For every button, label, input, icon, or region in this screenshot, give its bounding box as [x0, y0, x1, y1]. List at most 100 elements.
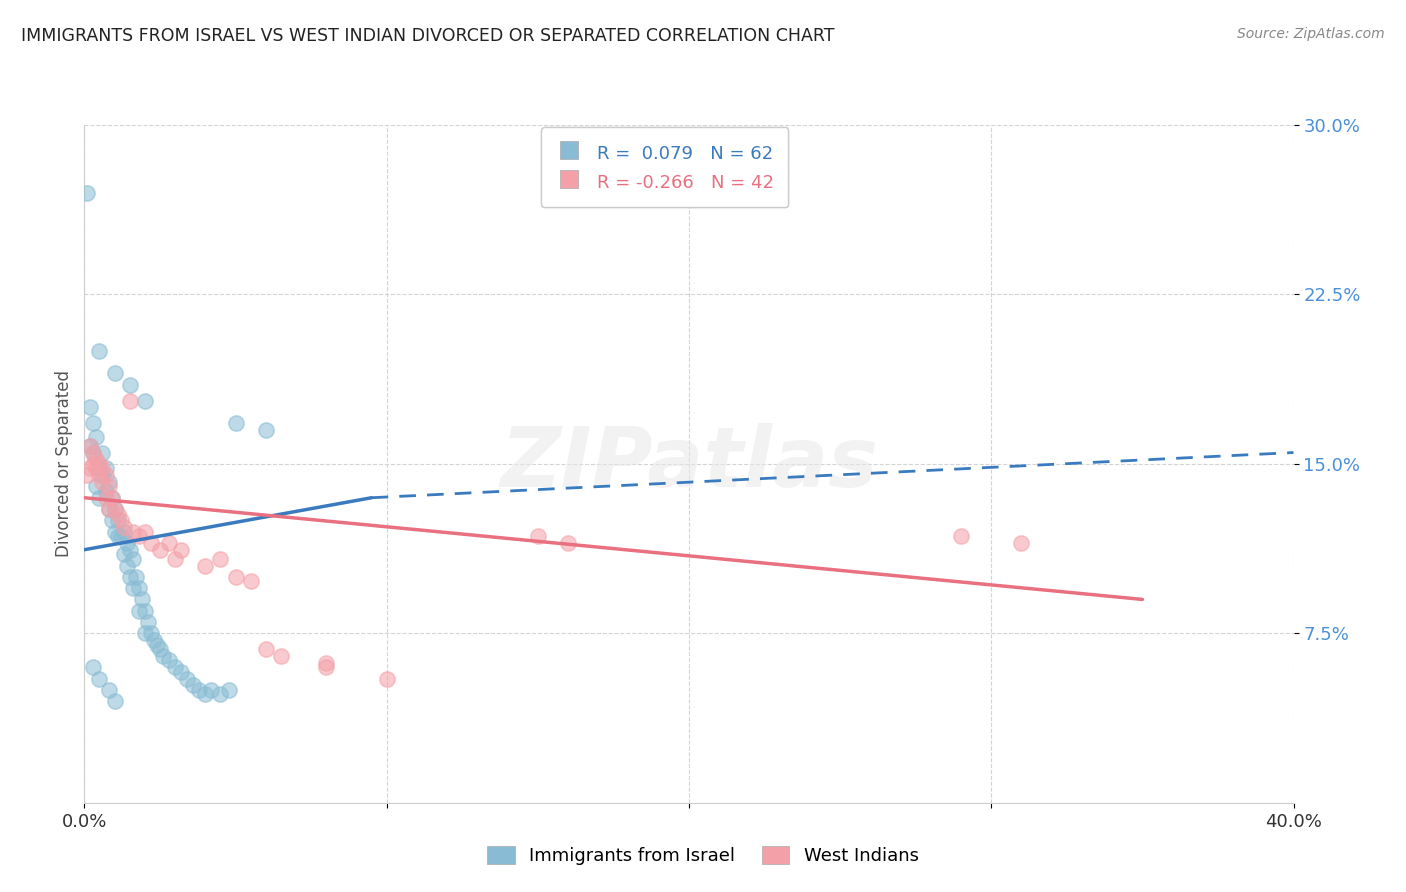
- Point: [170, 542, 193, 557]
- Point: [107, 507, 129, 521]
- Point: [315, 656, 337, 670]
- Point: [89, 672, 111, 686]
- Point: [194, 687, 217, 701]
- Point: [104, 502, 127, 516]
- Legend: R =  0.079   N = 62, R = -0.266   N = 42: R = 0.079 N = 62, R = -0.266 N = 42: [541, 128, 789, 207]
- Point: [218, 682, 240, 697]
- Point: [142, 633, 165, 648]
- Point: [200, 682, 222, 697]
- Point: [118, 393, 141, 408]
- Point: [82, 445, 104, 459]
- Point: [149, 542, 172, 557]
- Point: [209, 687, 232, 701]
- Point: [254, 642, 277, 657]
- Point: [139, 626, 162, 640]
- Point: [94, 461, 117, 475]
- Point: [188, 682, 211, 697]
- Point: [950, 529, 973, 543]
- Point: [86, 461, 108, 475]
- Point: [194, 558, 217, 573]
- Point: [149, 642, 172, 657]
- Point: [97, 479, 120, 493]
- Point: [104, 367, 127, 381]
- Point: [76, 468, 98, 483]
- Point: [170, 665, 193, 679]
- Point: [86, 479, 108, 493]
- Point: [157, 653, 180, 667]
- Point: [134, 393, 156, 408]
- Point: [163, 660, 186, 674]
- Point: [107, 529, 129, 543]
- Point: [91, 461, 114, 475]
- Point: [104, 524, 127, 539]
- Point: [82, 660, 104, 674]
- Point: [139, 536, 162, 550]
- Point: [91, 475, 114, 489]
- Point: [91, 445, 114, 459]
- Point: [152, 648, 174, 663]
- Point: [94, 491, 117, 505]
- Point: [86, 430, 108, 444]
- Point: [128, 604, 150, 618]
- Point: [115, 558, 138, 573]
- Text: IMMIGRANTS FROM ISRAEL VS WEST INDIAN DIVORCED OR SEPARATED CORRELATION CHART: IMMIGRANTS FROM ISRAEL VS WEST INDIAN DI…: [21, 27, 835, 45]
- Point: [118, 570, 141, 584]
- Point: [100, 491, 122, 505]
- Point: [225, 416, 247, 430]
- Point: [82, 445, 104, 459]
- Point: [115, 536, 138, 550]
- Point: [112, 524, 135, 539]
- Point: [157, 536, 180, 550]
- Point: [163, 551, 186, 566]
- Point: [112, 547, 135, 561]
- Point: [146, 638, 169, 652]
- Point: [97, 682, 120, 697]
- Point: [375, 672, 398, 686]
- Point: [181, 678, 204, 692]
- Point: [121, 551, 143, 566]
- Point: [89, 457, 111, 471]
- Point: [225, 570, 247, 584]
- Point: [100, 513, 122, 527]
- Text: ZIPatlas: ZIPatlas: [501, 424, 877, 504]
- Point: [176, 672, 198, 686]
- Point: [128, 529, 150, 543]
- Point: [209, 551, 232, 566]
- Point: [100, 491, 122, 505]
- Point: [125, 570, 148, 584]
- Point: [121, 581, 143, 595]
- Point: [79, 439, 101, 453]
- Point: [97, 502, 120, 516]
- Point: [110, 513, 132, 527]
- Point: [134, 604, 156, 618]
- Point: [94, 468, 117, 483]
- Point: [270, 648, 292, 663]
- Point: [89, 343, 111, 358]
- Point: [239, 574, 262, 589]
- Point: [104, 502, 127, 516]
- Point: [79, 461, 101, 475]
- Point: [89, 491, 111, 505]
- Point: [89, 468, 111, 483]
- Point: [107, 513, 129, 527]
- Point: [134, 626, 156, 640]
- Point: [526, 529, 548, 543]
- Point: [110, 529, 132, 543]
- Text: Source: ZipAtlas.com: Source: ZipAtlas.com: [1237, 27, 1385, 41]
- Point: [79, 401, 101, 415]
- Point: [118, 377, 141, 392]
- Point: [79, 439, 101, 453]
- Point: [76, 186, 98, 200]
- Point: [128, 581, 150, 595]
- Point: [134, 524, 156, 539]
- Point: [86, 452, 108, 467]
- Point: [254, 423, 277, 437]
- Point: [94, 483, 117, 498]
- Point: [112, 520, 135, 534]
- Point: [1010, 536, 1032, 550]
- Point: [97, 502, 120, 516]
- Point: [97, 475, 120, 489]
- Point: [118, 542, 141, 557]
- Point: [82, 457, 104, 471]
- Point: [82, 416, 104, 430]
